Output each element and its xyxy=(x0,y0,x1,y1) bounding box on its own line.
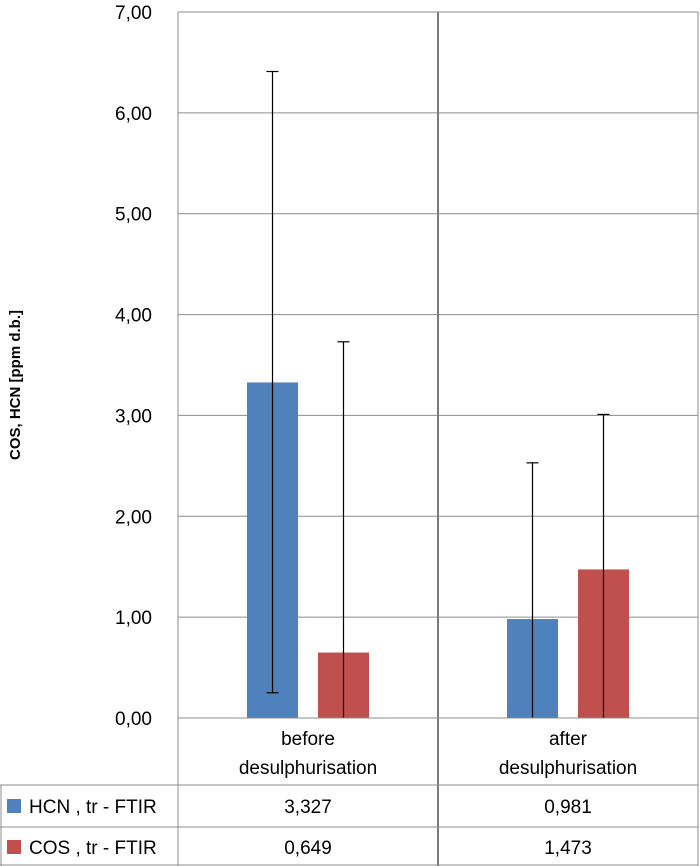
x-category-label: desulphurisation xyxy=(239,758,377,779)
x-category-label: before xyxy=(281,729,335,750)
y-tick-label: 0,00 xyxy=(115,709,152,730)
y-tick-label: 4,00 xyxy=(115,306,152,327)
legend-series-name: HCN , tr - FTIR xyxy=(29,797,157,818)
data-label: 0,649 xyxy=(284,838,332,859)
tick-labels: 0,00 1,00 2,00 3,00 4,00 5,00 6,00 7,00 before de… xyxy=(115,3,637,779)
y-tick-label: 1,00 xyxy=(115,608,152,629)
data-label: 0,981 xyxy=(544,797,592,818)
data-label: 1,473 xyxy=(544,838,592,859)
error-bars xyxy=(266,70,610,718)
y-tick-label: 5,00 xyxy=(115,205,152,226)
legend-swatch xyxy=(7,799,21,813)
y-tick-label: 3,00 xyxy=(115,406,152,427)
data-label: 3,327 xyxy=(284,797,332,818)
y-tick-label: 6,00 xyxy=(115,104,152,125)
y-axis-label: COS, HCN [ppm d.b.] xyxy=(7,310,24,460)
y-tick-label: 7,00 xyxy=(115,3,152,24)
data-table: HCN , tr - FTIR 3,327 0,981 COS , tr - FTIR… xyxy=(0,784,698,866)
axes xyxy=(177,12,699,866)
legend-swatch xyxy=(7,840,21,854)
x-category-label: desulphurisation xyxy=(499,758,637,779)
legend-series-name: COS , tr - FTIR xyxy=(29,838,157,859)
y-tick-label: 2,00 xyxy=(115,507,152,528)
x-category-label: after xyxy=(549,729,588,750)
